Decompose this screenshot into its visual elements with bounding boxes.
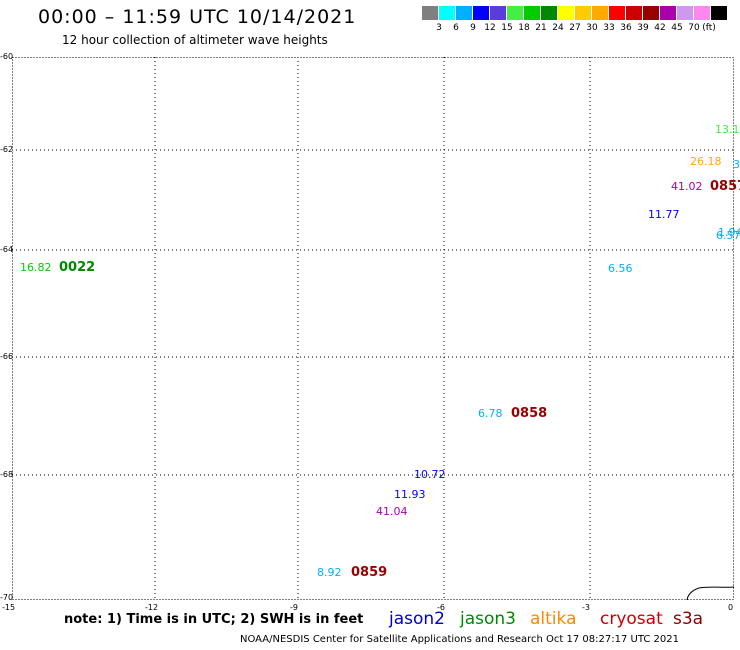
color-scale-label: 6 [453,23,459,33]
y-label-62: -62 [0,145,14,154]
x-label-6: -6 [437,603,445,612]
wave-height-label: 11.93 [394,488,426,501]
map-title: 00:00 – 11:59 UTC 10/14/2021 [38,6,357,28]
y-label-70: -70 [0,593,14,602]
color-scale-label: 70 [688,23,700,33]
wave-height-label: 41.04 [376,505,408,518]
color-scale-swatch [422,6,438,20]
wave-height-label: 26.18 [690,155,722,168]
color-scale-label: 15 [501,23,513,33]
map-subtitle: 12 hour collection of altimeter wave hei… [62,33,328,47]
color-scale-swatch [643,6,659,20]
wave-height-label: 8.92 [317,566,342,579]
wave-height-label: 1.94 [718,226,740,239]
color-scale-swatch [507,6,523,20]
y-label-64: -64 [0,245,14,254]
color-scale-swatch [558,6,574,20]
color-scale-swatch [660,6,676,20]
wave-height-label: 6.57 [716,229,740,242]
color-scale-label: 24 [552,23,564,33]
color-scale-label: 33 [603,23,615,33]
color-scale-swatch [592,6,608,20]
color-scale-swatch [609,6,625,20]
color-scale-swatch [677,6,693,20]
color-scale-label: 12 [484,23,496,33]
footer-note: note: 1) Time is in UTC; 2) SWH is in fe… [64,612,364,627]
y-label-60: -60 [0,52,14,61]
color-scale-swatch [473,6,489,20]
satellite-legend-jason2: jason2 [389,609,445,629]
color-scale-label: 27 [569,23,581,33]
coastline [686,586,734,600]
color-scale-swatch [626,6,642,20]
x-label-3: -3 [582,603,590,612]
color-scale-swatch [694,6,710,20]
wave-height-label: 11.77 [648,208,680,221]
wave-height-label: 13.1 [715,123,740,136]
wave-height-label: 3 [733,158,740,171]
color-scale-label: 42 [654,23,666,33]
x-label-12: -12 [145,603,159,612]
color-scale-swatch [490,6,506,20]
satellite-legend-cryosat: cryosat [600,609,663,629]
credit-line: NOAA/NESDIS Center for Satellite Applica… [240,634,679,645]
color-scale-swatch [524,6,540,20]
satellite-legend-s3a: s3a [673,609,704,629]
x-label-15: -15 [2,603,16,612]
color-scale-label: 36 [620,23,632,33]
color-scale-swatch [541,6,557,20]
satellite-legend-jason3: jason3 [460,609,516,629]
wave-height-label: 41.02 [671,180,703,193]
wave-height-label: 16.82 [20,261,52,274]
color-scale-unit: (ft) [702,23,716,33]
wave-height-label: 6.56 [608,262,633,275]
color-scale-label: 30 [586,23,598,33]
satellite-legend-altika: altika [530,609,577,629]
color-scale-swatch [456,6,472,20]
color-scale-swatch [439,6,455,20]
color-scale-label: 3 [436,23,442,33]
color-scale-swatch [711,6,727,20]
map-plot-frame [12,57,734,600]
color-scale-label: 18 [518,23,530,33]
color-scale-label: 21 [535,23,547,33]
wave-height-label: 6.78 [478,407,503,420]
pass-time-label: 0022 [59,260,96,275]
pass-time-label: 0858 [511,406,548,421]
y-label-66: -66 [0,352,14,361]
wave-height-label: 10.72 [414,468,446,481]
x-label-9: -9 [290,603,298,612]
pass-time-label: 0857 [710,179,740,194]
pass-time-label: 0859 [351,565,388,580]
color-scale-swatch [575,6,591,20]
color-scale-label: 45 [671,23,683,33]
x-label-0: 0 [728,603,734,612]
color-scale-label: 9 [470,23,476,33]
y-label-68: -68 [0,470,14,479]
color-scale-label: 39 [637,23,649,33]
